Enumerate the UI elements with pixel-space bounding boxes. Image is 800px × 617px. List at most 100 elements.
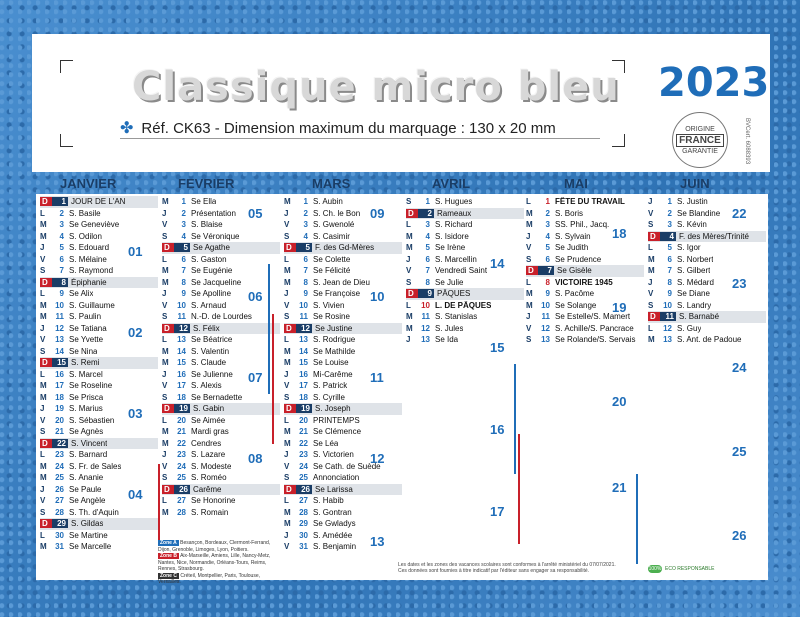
day-number: 10: [421, 300, 430, 310]
saint-name: Se Paule: [69, 484, 102, 494]
saint-name: S. Claude: [191, 358, 227, 368]
weekday-letter: M: [162, 438, 169, 448]
day-number: 12: [421, 323, 430, 333]
saint-name: S. Paulin: [69, 312, 102, 322]
saint-name: Mi-Carême: [313, 369, 353, 379]
month-header-feb: FEVRIER: [178, 176, 235, 191]
saint-name: S. Edouard: [69, 243, 110, 253]
weekday-letter: L: [40, 289, 45, 299]
saint-name: F. des Mères/Trinité: [679, 231, 749, 241]
saint-name: S. Marcellin: [435, 254, 477, 264]
day-number: 2: [545, 208, 550, 218]
saint-name: S. Richard: [435, 220, 473, 230]
weekday-letter: J: [284, 450, 289, 460]
saint-name: Se Apolline: [191, 289, 232, 299]
day-number: 22: [52, 438, 68, 448]
saint-name: S. Guy: [677, 323, 702, 333]
saint-name: Se Léa: [313, 438, 339, 448]
day-number: 5: [667, 243, 672, 253]
day-row: M 29 Se Gwladys: [284, 518, 402, 530]
saint-name: S. Alexis: [191, 381, 222, 391]
day-number: 3: [545, 220, 550, 230]
saint-name: Se Rolande/S. Servais: [555, 335, 636, 345]
day-row: D 19 S. Gabin: [162, 403, 280, 415]
weekday-letter: M: [526, 208, 533, 218]
weekday-letter: M: [284, 438, 291, 448]
saint-name: S. Fr. de Sales: [69, 461, 122, 471]
saint-name: S. Casimir: [313, 231, 350, 241]
saint-name: Se Agnès: [69, 427, 104, 437]
day-row: M 2 S. Boris: [526, 208, 644, 220]
week-number: 03: [128, 406, 143, 421]
weekday-letter: J: [526, 231, 531, 241]
day-number: 1: [425, 197, 430, 207]
day-row: V 5 Se Judith: [526, 242, 644, 254]
week-number: 25: [732, 444, 747, 459]
day-number: 24: [177, 461, 186, 471]
day-row: V 12 S. Achille/S. Pancrace: [526, 323, 644, 335]
saint-name: Se Ella: [191, 197, 217, 207]
saint-name: Carême: [193, 484, 222, 494]
day-number: 10: [663, 300, 672, 310]
saint-name: S. Modeste: [191, 461, 232, 471]
weekday-letter: D: [648, 231, 660, 241]
weekday-letter: V: [162, 381, 168, 391]
saint-name: S. Jean de Dieu: [313, 277, 370, 287]
saint-name: JOUR DE L'AN: [71, 197, 126, 207]
saint-name: S. Romain: [191, 507, 229, 517]
weekday-letter: M: [284, 197, 291, 207]
day-row: S 4 S. Casimir: [284, 231, 402, 243]
day-number: 4: [425, 231, 430, 241]
day-row: S 25 Annonciation: [284, 472, 402, 484]
day-row: S 4 Se Véronique: [162, 231, 280, 243]
week-number: 12: [370, 451, 385, 466]
saint-name: Se Roseline: [69, 381, 113, 391]
saint-name: Se Julienne: [191, 369, 233, 379]
day-number: 3: [303, 220, 308, 230]
week-number: 02: [128, 325, 143, 340]
saint-name: Se Aimée: [191, 415, 226, 425]
saint-name: F. des Gd-Mères: [315, 243, 375, 253]
day-number: 17: [177, 381, 186, 391]
school-holiday-bar: [158, 464, 160, 544]
weekday-letter: M: [284, 427, 291, 437]
day-number: 8: [545, 277, 550, 287]
saint-name: S. Sylvain: [555, 231, 591, 241]
weekday-letter: M: [40, 231, 47, 241]
day-number: 15: [299, 358, 308, 368]
day-number: 17: [299, 381, 308, 391]
day-row: M 21 Mardi gras: [162, 426, 280, 438]
day-row: M 11 S. Stanislas: [406, 311, 524, 323]
zone-b-text: Aix-Marseille, Amiens, Lille, Nancy-Metz…: [158, 553, 271, 572]
saint-name: Se Tatiana: [69, 323, 107, 333]
day-number: 14: [177, 346, 186, 356]
day-row: D 2 Rameaux: [406, 207, 524, 219]
weekday-letter: D: [40, 519, 52, 529]
day-row: L 9 Se Alix: [40, 288, 158, 300]
weekday-letter: S: [162, 231, 168, 241]
day-row: V 31 S. Benjamin: [284, 541, 402, 553]
saint-name: S. Valentin: [191, 346, 230, 356]
day-row: D 1 JOUR DE L'AN: [40, 196, 158, 208]
weekday-letter: S: [648, 300, 654, 310]
day-row: S 10 S. Landry: [648, 300, 766, 312]
day-number: 14: [299, 346, 308, 356]
saint-name: Se Clémence: [313, 427, 362, 437]
day-row: L 30 Se Martine: [40, 530, 158, 542]
day-number: 1: [181, 197, 186, 207]
saint-name: Se Cath. de Suède: [313, 461, 381, 471]
day-number: 17: [55, 381, 64, 391]
day-row: M 5 Se Irène: [406, 242, 524, 254]
day-number: 19: [55, 404, 64, 414]
day-row: L 27 Se Honorine: [162, 495, 280, 507]
day-number: 9: [181, 289, 186, 299]
day-row: L 13 Se Béatrice: [162, 334, 280, 346]
week-number: 06: [248, 289, 263, 304]
saint-name: Se Honorine: [191, 496, 236, 506]
weekday-letter: L: [40, 369, 45, 379]
saint-name: S. Gilbert: [677, 266, 711, 276]
day-number: 22: [299, 438, 308, 448]
month-column-jun: J 1 S. Justin V 2 Se Blandine S 3 S. Kévin D 4 F. d…: [648, 196, 766, 346]
saint-name: Se Gwladys: [313, 519, 356, 529]
day-row: S 8 Se Julie: [406, 277, 524, 289]
